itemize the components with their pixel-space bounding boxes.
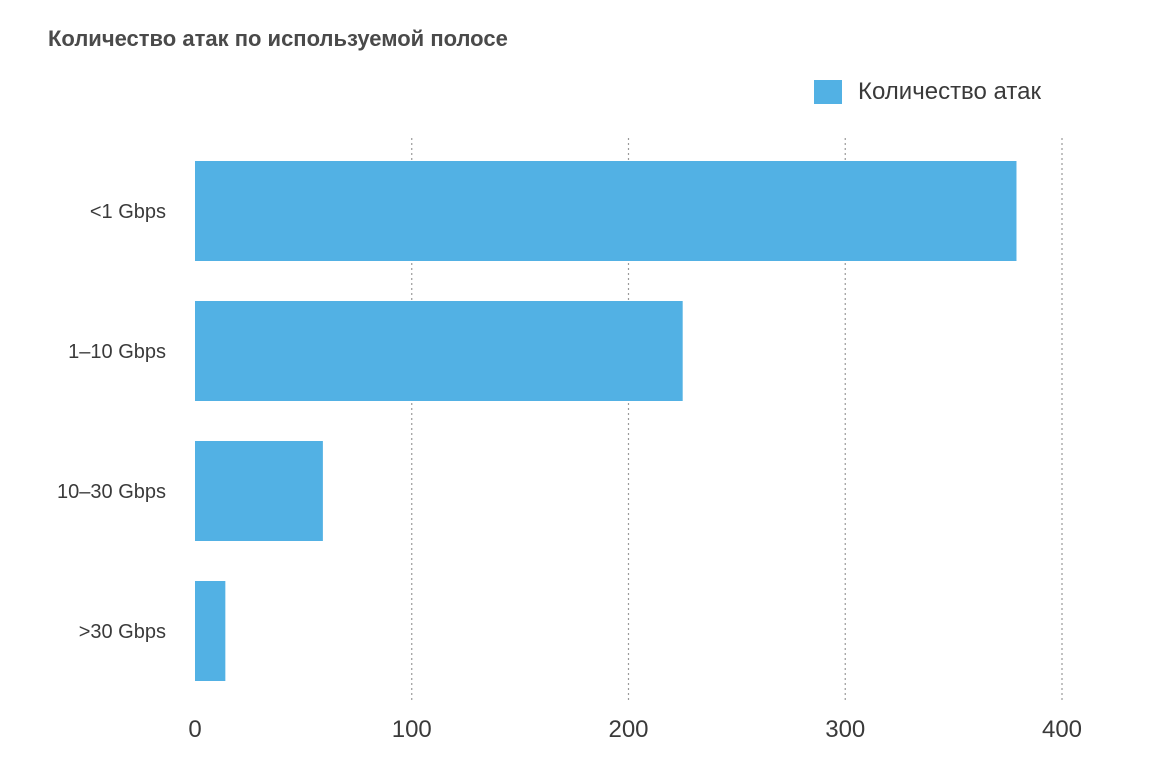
- category-label-0: <1 Gbps: [90, 201, 166, 223]
- category-labels: <1 Gbps 1–10 Gbps 10–30 Gbps >30 Gbps: [57, 201, 166, 643]
- bar-1: [195, 301, 683, 401]
- x-tick-label-4: 400: [1042, 716, 1082, 743]
- category-label-1: 1–10 Gbps: [68, 341, 166, 363]
- bar-3: [195, 581, 226, 681]
- x-tick-label-0: 0: [188, 716, 201, 743]
- bar-2: [195, 441, 323, 541]
- category-label-3: >30 Gbps: [79, 621, 166, 643]
- x-tick-label-1: 100: [392, 716, 432, 743]
- category-label-2: 10–30 Gbps: [57, 481, 166, 503]
- x-tick-labels: 0 100 200 300 400: [188, 716, 1082, 743]
- legend-swatch: [814, 80, 842, 104]
- legend: Количество атак: [814, 78, 1041, 106]
- chart-title: Количество атак по используемой полосе: [48, 26, 508, 51]
- bars: [195, 161, 1017, 681]
- x-tick-label-3: 300: [825, 716, 865, 743]
- gridlines: [411, 138, 1063, 700]
- bar-0: [195, 161, 1017, 261]
- legend-label: Количество атак: [858, 78, 1041, 105]
- x-tick-label-2: 200: [608, 716, 648, 743]
